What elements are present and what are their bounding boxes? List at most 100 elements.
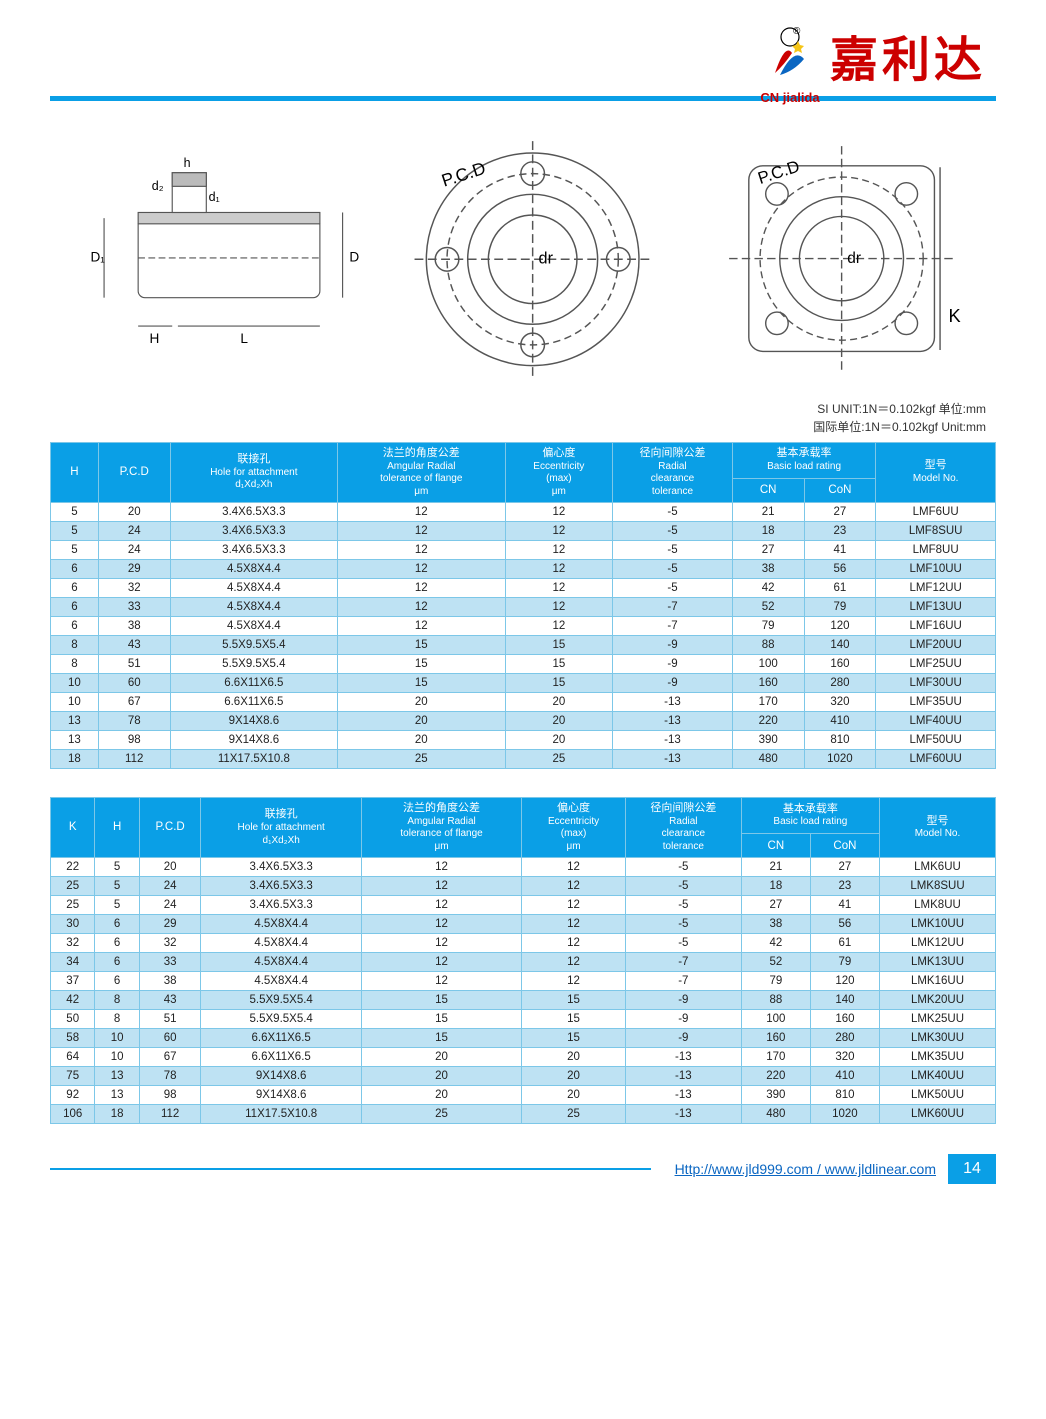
cell: 13	[95, 1067, 139, 1086]
cell: 41	[804, 541, 876, 560]
cell: 15	[505, 636, 613, 655]
cell: 13	[95, 1086, 139, 1105]
cell: 20	[522, 1086, 626, 1105]
diagram-square-flange: P.C.D dr K	[701, 125, 996, 383]
cell: 13	[51, 731, 99, 750]
cell: -5	[625, 934, 741, 953]
svg-text:h: h	[184, 156, 191, 170]
cell: 12	[338, 522, 505, 541]
cell: 6	[95, 915, 139, 934]
cell: 160	[732, 674, 804, 693]
cell: 24	[139, 896, 201, 915]
cell: 61	[804, 579, 876, 598]
cell: 27	[732, 541, 804, 560]
cell: 15	[505, 674, 613, 693]
cell: 11X17.5X10.8	[170, 750, 337, 769]
cell: -7	[625, 972, 741, 991]
cell: 9X14X8.6	[170, 731, 337, 750]
cell: 56	[810, 915, 879, 934]
cell: 170	[741, 1048, 810, 1067]
table-row: 13989X14X8.62020-13390810LMF50UU	[51, 731, 996, 750]
table-row: 1811211X17.5X10.82525-134801020LMF60UU	[51, 750, 996, 769]
cell: LMK30UU	[879, 1029, 995, 1048]
cell: 20	[361, 1048, 521, 1067]
cell: LMK13UU	[879, 953, 995, 972]
cell: 78	[139, 1067, 201, 1086]
cell: -5	[613, 522, 733, 541]
cell: 140	[810, 991, 879, 1010]
table-row: 5203.4X6.5X3.31212-52127LMF6UU	[51, 503, 996, 522]
cell: -13	[613, 693, 733, 712]
cell: 15	[361, 1010, 521, 1029]
cell: 98	[98, 731, 170, 750]
cell: 5.5X9.5X5.4	[170, 636, 337, 655]
cell: 25	[51, 877, 95, 896]
table-row: 9213989X14X8.62020-13390810LMK50UU	[51, 1086, 996, 1105]
cell: 20	[139, 858, 201, 877]
col-H: H	[51, 442, 99, 502]
cell: LMF35UU	[876, 693, 996, 712]
footer-divider	[50, 1168, 651, 1170]
col-CoN: CoN	[804, 479, 876, 503]
cell: LMF6UU	[876, 503, 996, 522]
cell: 320	[810, 1048, 879, 1067]
cell: 6.6X11X6.5	[201, 1029, 361, 1048]
footer-url[interactable]: Http://www.jld999.com / www.jldlinear.co…	[675, 1161, 936, 1177]
cell: 20	[361, 1067, 521, 1086]
cell: 29	[98, 560, 170, 579]
cell: 32	[98, 579, 170, 598]
cell: 20	[338, 731, 505, 750]
cell: LMK8SUU	[879, 877, 995, 896]
cell: 6	[51, 598, 99, 617]
cell: 79	[810, 953, 879, 972]
cell: 27	[741, 896, 810, 915]
cell: 3.4X6.5X3.3	[201, 858, 361, 877]
cell: 3.4X6.5X3.3	[170, 541, 337, 560]
cell: 6	[95, 972, 139, 991]
cell: 810	[804, 731, 876, 750]
svg-text:dr: dr	[539, 250, 554, 268]
cell: 43	[139, 991, 201, 1010]
diagram-round-flange: P.C.D dr	[385, 119, 680, 390]
table-row: 8515.5X9.5X5.41515-9100160LMF25UU	[51, 655, 996, 674]
cell: 12	[522, 934, 626, 953]
cell: 12	[522, 877, 626, 896]
brand-name-cn: 嘉利达	[830, 20, 986, 90]
cell: 410	[804, 712, 876, 731]
cell: 4.5X8X4.4	[170, 579, 337, 598]
cell: 12	[338, 598, 505, 617]
cell: LMF13UU	[876, 598, 996, 617]
col-load: 基本承载率 Basic load rating	[732, 442, 876, 478]
cell: 18	[732, 522, 804, 541]
cell: 160	[810, 1010, 879, 1029]
cell: 8	[95, 1010, 139, 1029]
cell: LMF16UU	[876, 617, 996, 636]
cell: 24	[98, 522, 170, 541]
header: ® CN jialida 嘉利达	[50, 20, 996, 90]
page-number: 14	[948, 1154, 996, 1184]
cell: 100	[741, 1010, 810, 1029]
svg-text:dr: dr	[847, 250, 861, 267]
cell: 6	[95, 953, 139, 972]
table-row: 326324.5X8X4.41212-54261LMK12UU	[51, 934, 996, 953]
col-hole: 联接孔 Hole for attachment d₁Xd₂Xh	[170, 442, 337, 502]
cell: 390	[732, 731, 804, 750]
cell: -13	[625, 1105, 741, 1124]
cell: 15	[361, 1029, 521, 1048]
svg-text:L: L	[240, 331, 248, 346]
col-eccentricity: 偏心度 Eccentricity (max) μm	[522, 798, 626, 858]
cell: 320	[804, 693, 876, 712]
cell: 88	[741, 991, 810, 1010]
cell: 67	[139, 1048, 201, 1067]
cell: 170	[732, 693, 804, 712]
cell: 9X14X8.6	[201, 1067, 361, 1086]
cell: 6	[51, 617, 99, 636]
cell: 38	[139, 972, 201, 991]
cell: 120	[810, 972, 879, 991]
cell: -5	[613, 579, 733, 598]
svg-text:D: D	[349, 249, 359, 264]
cell: 64	[51, 1048, 95, 1067]
spec-table-lmf: H P.C.D 联接孔 Hole for attachment d₁Xd₂Xh …	[50, 442, 996, 769]
cell: 25	[361, 1105, 521, 1124]
cell: 12	[361, 896, 521, 915]
